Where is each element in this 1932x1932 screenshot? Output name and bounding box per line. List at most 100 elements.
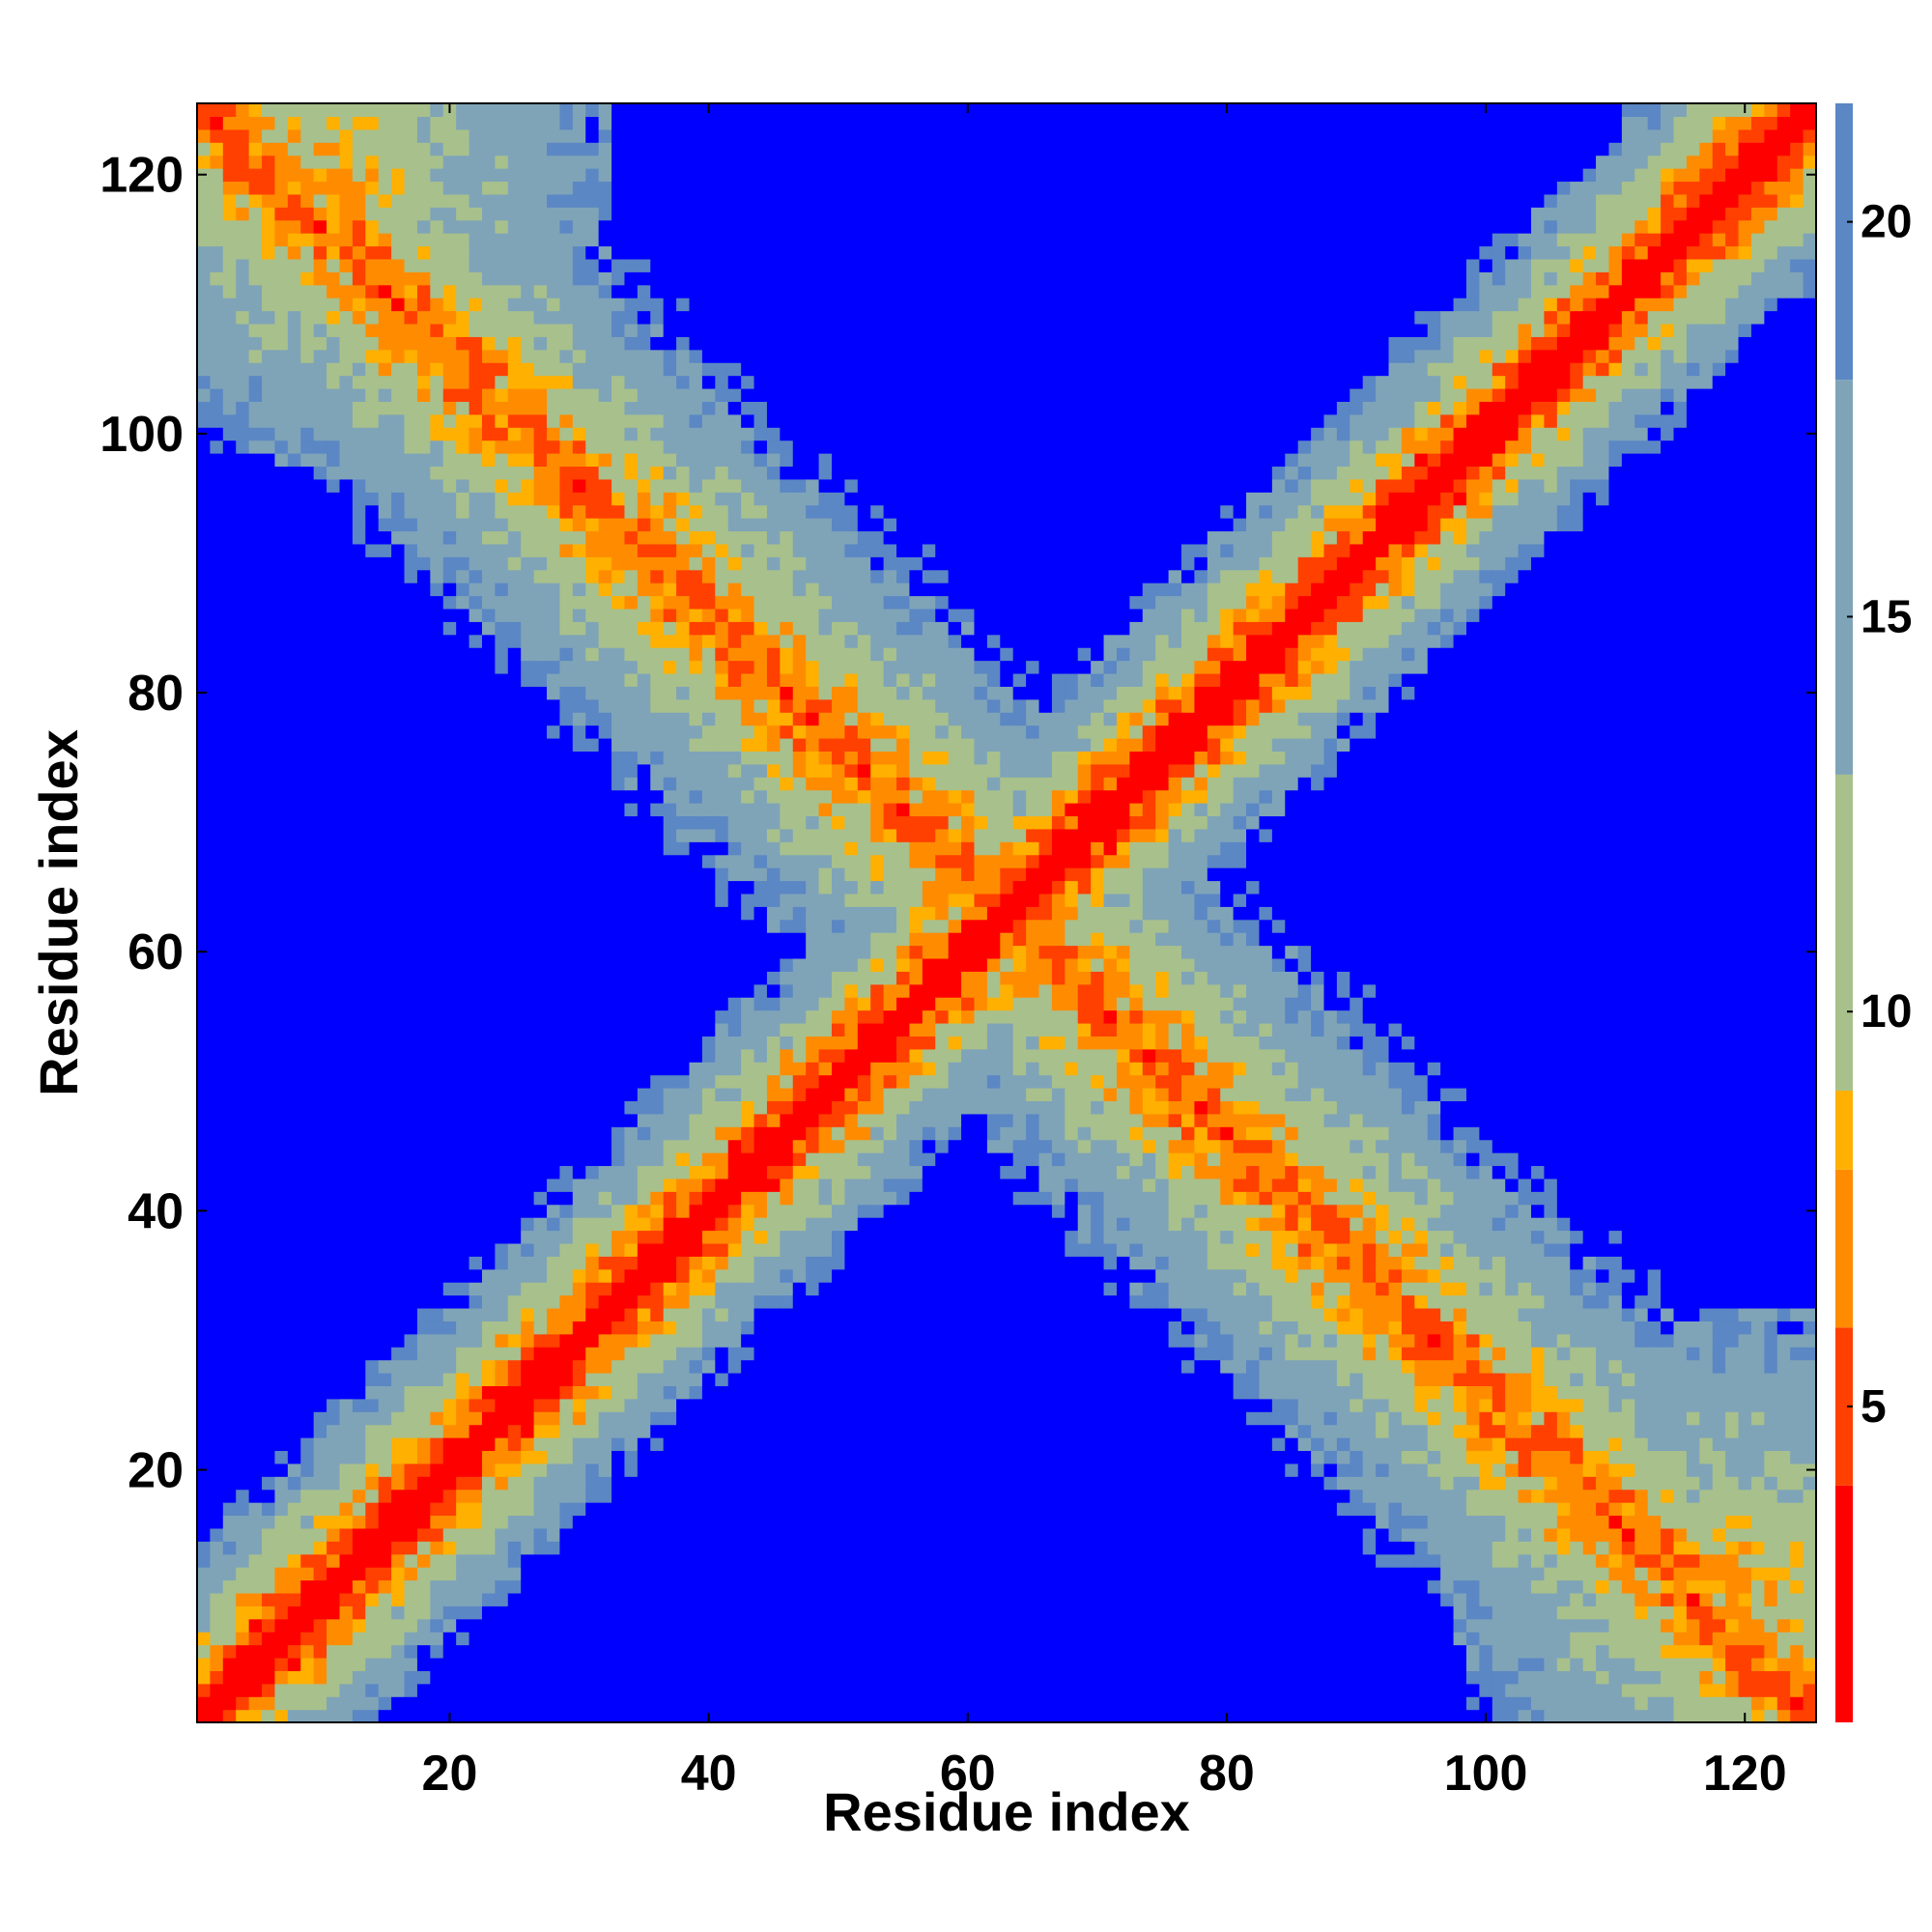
- heatmap-cell: [521, 478, 535, 493]
- heatmap-cell: [287, 387, 301, 402]
- heatmap-cell: [572, 803, 586, 817]
- heatmap-cell: [585, 453, 600, 468]
- heatmap-cell: [430, 1683, 444, 1697]
- heatmap-cell: [559, 336, 574, 351]
- heatmap-cell: [404, 1074, 418, 1089]
- heatmap-cell: [456, 466, 470, 480]
- heatmap-cell: [701, 712, 716, 726]
- heatmap-cell: [598, 1009, 612, 1024]
- heatmap-cell: [313, 543, 327, 557]
- heatmap-cell: [533, 1268, 548, 1283]
- heatmap-cell: [650, 789, 665, 804]
- heatmap-cell: [197, 1567, 212, 1581]
- heatmap-cell: [456, 1411, 470, 1426]
- heatmap-cell: [430, 1450, 444, 1464]
- heatmap-cell: [365, 375, 380, 389]
- heatmap-cell: [547, 518, 561, 532]
- heatmap-cell: [456, 323, 470, 337]
- heatmap-cell: [416, 142, 431, 156]
- heatmap-cell: [352, 672, 366, 687]
- heatmap-cell: [521, 1424, 535, 1438]
- heatmap-cell: [365, 932, 380, 947]
- heatmap-cell: [365, 1644, 380, 1659]
- heatmap-cell: [404, 582, 418, 597]
- heatmap-cell: [689, 1152, 703, 1167]
- heatmap-cell: [689, 466, 703, 480]
- heatmap-cell: [663, 854, 677, 868]
- heatmap-cell: [481, 751, 496, 765]
- heatmap-cell: [222, 1307, 237, 1321]
- heatmap-cell: [327, 142, 341, 156]
- heatmap-cell: [469, 724, 483, 739]
- heatmap-cell: [598, 828, 612, 842]
- heatmap-cell: [327, 1592, 341, 1606]
- heatmap-cell: [313, 1217, 327, 1232]
- heatmap-cell: [611, 1592, 626, 1606]
- heatmap-cell: [637, 803, 651, 817]
- heatmap-cell: [327, 530, 341, 545]
- heatmap-cell: [236, 530, 250, 545]
- heatmap-cell: [598, 1242, 612, 1257]
- heatmap-cell: [430, 207, 444, 221]
- heatmap-cell: [521, 298, 535, 312]
- heatmap-cell: [521, 1022, 535, 1037]
- heatmap-cell: [559, 608, 574, 622]
- heatmap-cell: [481, 1592, 496, 1606]
- heatmap-cell: [521, 440, 535, 454]
- heatmap-cell: [442, 1592, 457, 1606]
- heatmap-cell: [521, 983, 535, 998]
- heatmap-cell: [507, 440, 522, 454]
- heatmap-cell: [236, 103, 250, 118]
- heatmap-cell: [559, 1009, 574, 1024]
- heatmap-cell: [365, 971, 380, 985]
- heatmap-cell: [469, 686, 483, 700]
- heatmap-cell: [300, 128, 315, 143]
- heatmap-cell: [222, 1009, 237, 1024]
- heatmap-cell: [404, 1644, 418, 1659]
- heatmap-cell: [274, 310, 289, 325]
- heatmap-cell: [327, 349, 341, 363]
- heatmap-cell: [339, 518, 354, 532]
- heatmap-cell: [495, 233, 509, 247]
- heatmap-cell: [585, 207, 600, 221]
- heatmap-cell: [391, 686, 406, 700]
- heatmap-cell: [533, 854, 548, 868]
- heatmap-cell: [624, 1088, 639, 1102]
- heatmap-cell: [339, 1476, 354, 1491]
- heatmap-cell: [507, 1256, 522, 1270]
- heatmap-cell: [197, 1359, 212, 1374]
- heatmap-cell: [352, 310, 366, 325]
- heatmap-cell: [507, 1463, 522, 1477]
- heatmap-cell: [274, 387, 289, 402]
- heatmap-cell: [611, 1411, 626, 1426]
- heatmap-cell: [481, 971, 496, 985]
- heatmap-cell: [274, 763, 289, 778]
- heatmap-cell: [262, 1657, 276, 1671]
- heatmap-cell: [430, 1333, 444, 1348]
- heatmap-cell: [248, 1230, 263, 1244]
- heatmap-cell: [430, 1476, 444, 1491]
- heatmap-cell: [650, 815, 665, 830]
- heatmap-cell: [404, 1618, 418, 1633]
- heatmap-cell: [378, 233, 392, 247]
- heatmap-cell: [585, 686, 600, 700]
- heatmap-cell: [533, 932, 548, 947]
- heatmap-cell: [236, 1502, 250, 1517]
- heatmap-cell: [495, 1553, 509, 1568]
- heatmap-cell: [222, 815, 237, 830]
- heatmap-cell: [352, 634, 366, 648]
- heatmap-cell: [210, 453, 224, 468]
- heatmap-cell: [533, 1333, 548, 1348]
- heatmap-cell: [236, 219, 250, 234]
- heatmap-cell: [378, 1476, 392, 1491]
- heatmap-cell: [391, 375, 406, 389]
- heatmap-cell: [197, 647, 212, 662]
- heatmap-cell: [248, 1398, 263, 1412]
- heatmap-cell: [416, 1347, 431, 1361]
- heatmap-cell: [689, 1515, 703, 1529]
- heatmap-cell: [481, 1709, 496, 1723]
- heatmap-cell: [262, 245, 276, 260]
- heatmap-cell: [391, 828, 406, 842]
- heatmap-cell: [300, 957, 315, 972]
- heatmap-cell: [624, 556, 639, 571]
